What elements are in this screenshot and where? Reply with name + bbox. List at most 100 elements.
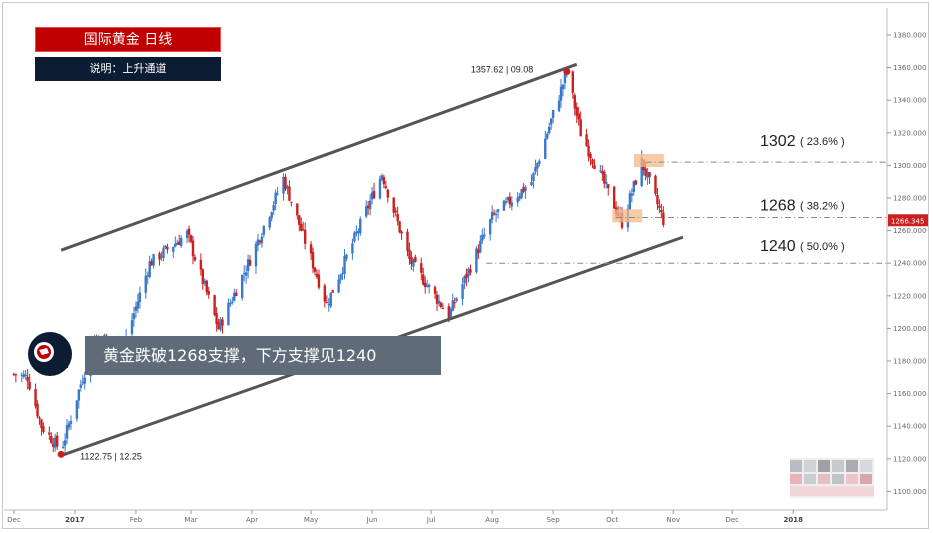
- candle-up: [479, 240, 482, 253]
- candle-up: [54, 437, 57, 448]
- candle-up: [260, 236, 264, 244]
- candle-down: [28, 381, 31, 390]
- x-tick-label: Mar: [184, 516, 197, 524]
- candle-up: [475, 248, 478, 273]
- candle-up: [355, 231, 358, 234]
- candle-down: [12, 373, 16, 375]
- candle-up: [83, 377, 86, 384]
- candle-down: [396, 214, 399, 222]
- candle-down: [612, 186, 616, 209]
- candle-up: [546, 133, 549, 139]
- candle-up: [268, 217, 271, 228]
- candle-up: [378, 178, 382, 199]
- candle-up: [532, 172, 535, 182]
- candle-down: [433, 287, 437, 294]
- candle-up: [227, 302, 230, 326]
- x-tick-label: Dec: [725, 516, 739, 524]
- y-tick-label: 1320.000: [893, 129, 926, 137]
- y-tick-label: 1140.000: [893, 423, 926, 431]
- candle-up: [270, 212, 273, 219]
- candle-down: [386, 189, 390, 198]
- candle-up: [364, 206, 368, 217]
- candle-down: [366, 205, 370, 209]
- candle-up: [425, 285, 429, 287]
- candle-up: [548, 126, 551, 134]
- y-tick-label: 1380.000: [893, 32, 926, 40]
- candle-up: [481, 235, 484, 241]
- candle-down: [325, 302, 329, 304]
- candle-down: [394, 210, 397, 213]
- y-tick-label: 1340.000: [893, 97, 926, 105]
- candle-up: [179, 238, 183, 246]
- candle-down: [313, 267, 317, 272]
- candle-up: [538, 160, 541, 164]
- x-tick-label: May: [304, 516, 318, 524]
- candle-down: [424, 282, 427, 288]
- candle-down: [453, 302, 456, 304]
- candle-up: [282, 176, 285, 194]
- candle-up: [640, 157, 643, 186]
- y-tick-label: 1300.000: [893, 162, 926, 170]
- candle-down: [591, 159, 594, 165]
- candle-down: [303, 229, 307, 244]
- candle-up: [504, 201, 508, 203]
- candle-down: [660, 209, 663, 212]
- candle-down: [199, 259, 203, 270]
- candle-down: [465, 273, 468, 279]
- candle-up: [329, 292, 332, 307]
- candle-down: [288, 186, 291, 201]
- y-tick-label: 1260.000: [893, 227, 926, 235]
- level-label-1268: 1268: [760, 198, 796, 215]
- candle-up: [496, 209, 500, 213]
- candle-down: [634, 180, 637, 185]
- candle-down: [331, 290, 334, 293]
- candle-up: [353, 232, 356, 242]
- candle-down: [189, 235, 193, 242]
- candle-up: [136, 301, 140, 309]
- candle-down: [422, 274, 425, 285]
- candle-up: [510, 202, 514, 207]
- candle-down: [439, 302, 443, 307]
- candle-down: [593, 164, 596, 170]
- y-tick-label: 1180.000: [893, 358, 926, 366]
- y-tick-label: 1360.000: [893, 64, 926, 72]
- x-tick-label: Aug: [485, 516, 499, 524]
- candle-up: [229, 302, 232, 305]
- candle-up: [359, 218, 362, 234]
- candle-down: [420, 263, 423, 273]
- candle-down: [191, 240, 195, 257]
- candle-up: [69, 421, 73, 424]
- candle-up: [132, 313, 136, 320]
- candle-down: [477, 249, 480, 254]
- candle-up: [530, 181, 533, 186]
- candle-down: [56, 435, 59, 447]
- x-tick-label: Sep: [547, 516, 561, 524]
- candle-up: [339, 274, 342, 280]
- candle-up: [357, 230, 360, 234]
- candle-down: [607, 184, 610, 189]
- candle-up: [203, 281, 206, 284]
- y-tick-label: 1120.000: [893, 455, 926, 463]
- candle-up: [146, 275, 149, 277]
- candle-down: [158, 253, 161, 260]
- candle-down: [14, 374, 18, 376]
- candle-down: [42, 426, 45, 433]
- candle-up: [506, 197, 510, 200]
- candle-up: [61, 447, 65, 449]
- candle-up: [148, 261, 151, 278]
- level-sub-1240: ( 50.0% ): [800, 241, 845, 253]
- candle-up: [176, 242, 179, 246]
- candle-down: [662, 212, 665, 226]
- candle-up: [77, 389, 81, 401]
- candle-down: [150, 260, 153, 266]
- candle-down: [656, 194, 659, 205]
- candle-down: [492, 213, 496, 215]
- candle-up: [502, 200, 506, 211]
- y-tick-label: 1240.000: [893, 260, 926, 268]
- candle-up: [242, 273, 246, 275]
- candle-down: [193, 257, 197, 261]
- candle-up: [370, 192, 374, 200]
